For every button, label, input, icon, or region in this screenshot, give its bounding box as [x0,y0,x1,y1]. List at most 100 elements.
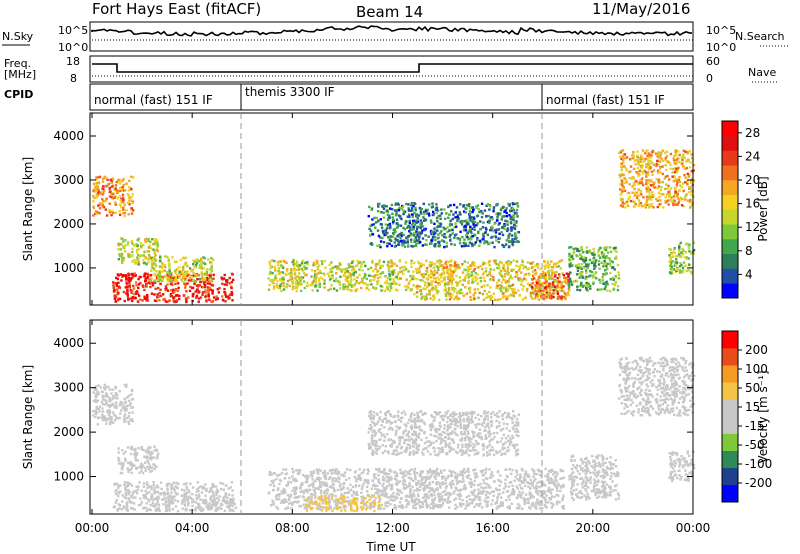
range-gate-cell [509,261,513,264]
range-gate-cell [446,226,449,229]
range-gate-cell [647,152,650,155]
range-gate-cell [417,482,420,485]
range-gate-cell [608,262,611,266]
range-gate-cell [647,203,651,206]
range-gate-cell [635,159,638,162]
range-gate-cell [443,275,446,279]
range-gate-cell [624,202,628,205]
range-gate-cell [516,473,519,476]
range-gate-cell [121,188,124,191]
range-gate-cell [588,258,592,262]
range-gate-cell [589,284,592,288]
range-gate-cell [387,266,390,270]
range-gate-cell [587,262,590,266]
range-gate-cell [489,228,492,232]
range-gate-cell [495,262,499,266]
range-gate-cell [123,397,127,401]
range-gate-cell [167,271,170,275]
range-gate-cell [343,271,347,274]
range-gate-cell [153,241,157,244]
range-gate-cell [217,498,221,502]
range-gate-cell [676,181,679,184]
range-gate-cell [390,261,393,264]
range-gate-cell [687,174,690,178]
range-gate-cell [475,224,478,227]
range-gate-cell [466,503,469,506]
range-gate-cell [356,259,360,263]
range-gate-cell [539,273,542,276]
range-gate-cell [144,455,147,458]
range-gate-cell [410,228,413,231]
range-gate-cell [592,281,595,284]
range-gate-cell [546,265,550,268]
range-gate-cell [130,212,134,215]
range-gate-cell [412,270,415,273]
range-gate-cell [128,202,131,206]
range-gate-cell [518,294,521,297]
range-gate-cell [384,223,387,226]
range-gate-cell [424,284,427,287]
range-gate-cell [476,239,479,242]
range-gate-cell [350,278,353,282]
range-gate-cell [230,481,234,484]
range-gate-cell [117,244,121,247]
range-gate-cell [395,282,398,286]
range-gate-cell [163,491,166,494]
range-gate-cell [160,487,163,491]
range-gate-cell [683,174,686,177]
range-gate-cell [494,502,497,505]
range-gate-cell [107,182,110,186]
range-gate-cell [402,226,405,230]
range-gate-cell [530,494,534,497]
range-gate-cell [604,285,607,289]
range-gate-cell [136,300,140,303]
range-gate-cell [536,500,539,504]
range-gate-cell [491,227,494,230]
range-gate-cell [363,276,366,279]
range-gate-cell [209,497,212,501]
range-gate-cell [123,203,126,206]
range-gate-cell [558,276,561,279]
range-gate-cell [127,422,131,425]
range-gate-cell [113,294,116,298]
range-gate-cell [359,476,362,480]
range-gate-cell [680,156,684,159]
range-gate-cell [188,267,192,270]
range-gate-cell [148,499,151,503]
range-gate-cell [567,279,570,282]
range-gate-cell [533,473,536,476]
range-gate-cell [692,169,695,172]
range-gate-cell [122,178,125,181]
range-gate-cell [646,185,649,188]
range-gate-cell [219,503,223,507]
range-gate-cell [433,269,437,273]
range-gate-cell [585,288,588,291]
range-gate-cell [505,297,508,301]
range-gate-cell [389,207,392,210]
range-gate-cell [437,241,441,245]
range-gate-cell [378,202,381,206]
range-gate-cell [431,480,435,484]
range-gate-cell [190,286,194,290]
range-gate-cell [625,156,629,159]
range-gate-cell [481,492,484,495]
range-gate-cell [464,286,467,289]
range-gate-cell [439,264,442,268]
range-gate-cell [136,292,140,295]
range-gate-cell [121,186,124,189]
range-gate-cell [435,271,439,274]
range-gate-cell [212,258,215,261]
range-gate-cell [667,184,670,188]
range-gate-cell [130,291,133,294]
range-gate-cell [400,231,403,235]
range-gate-cell [473,472,476,475]
range-gate-cell [208,282,211,285]
range-gate-cell [328,263,331,266]
range-gate-cell [114,482,117,486]
range-gate-cell [504,243,508,246]
range-gate-cell [602,265,605,268]
range-gate-cell [555,270,558,274]
range-gate-cell [560,259,563,262]
range-gate-cell [114,187,117,190]
range-gate-cell [512,209,515,212]
